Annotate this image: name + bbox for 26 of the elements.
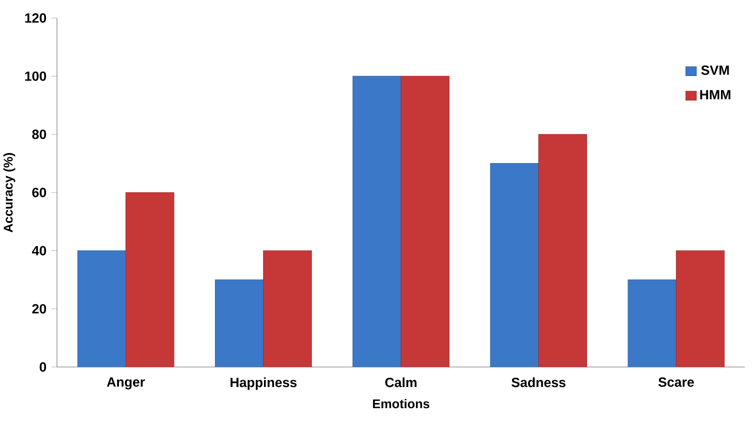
y-tick-label: 100 — [25, 71, 46, 81]
bar — [352, 76, 402, 367]
x-axis-title: Emotions — [373, 398, 430, 408]
bar — [490, 163, 539, 367]
bar — [400, 76, 450, 367]
legend-label: SVM — [701, 65, 729, 75]
bar — [676, 250, 725, 367]
y-tick-label: 60 — [32, 188, 46, 198]
bar — [628, 279, 676, 367]
x-tick-label: Scare — [658, 377, 694, 387]
x-tick-label: Sadness — [512, 377, 566, 388]
bar — [214, 279, 264, 367]
y-tick-label: 40 — [32, 246, 46, 256]
x-tick-label: Happiness — [230, 377, 297, 390]
bar — [538, 134, 588, 367]
x-tick-label: Calm — [385, 377, 416, 388]
y-tick-label: 0 — [40, 362, 46, 372]
y-tick-label: 20 — [32, 304, 46, 314]
y-tick-label: 120 — [25, 13, 46, 23]
bar — [77, 250, 126, 367]
bar — [126, 192, 174, 367]
bar — [263, 250, 312, 367]
legend-label: HMM — [700, 90, 730, 100]
y-axis-title: Accuracy (%) — [3, 153, 16, 232]
y-tick-label: 80 — [32, 130, 46, 140]
x-tick-label: Anger — [106, 377, 145, 390]
